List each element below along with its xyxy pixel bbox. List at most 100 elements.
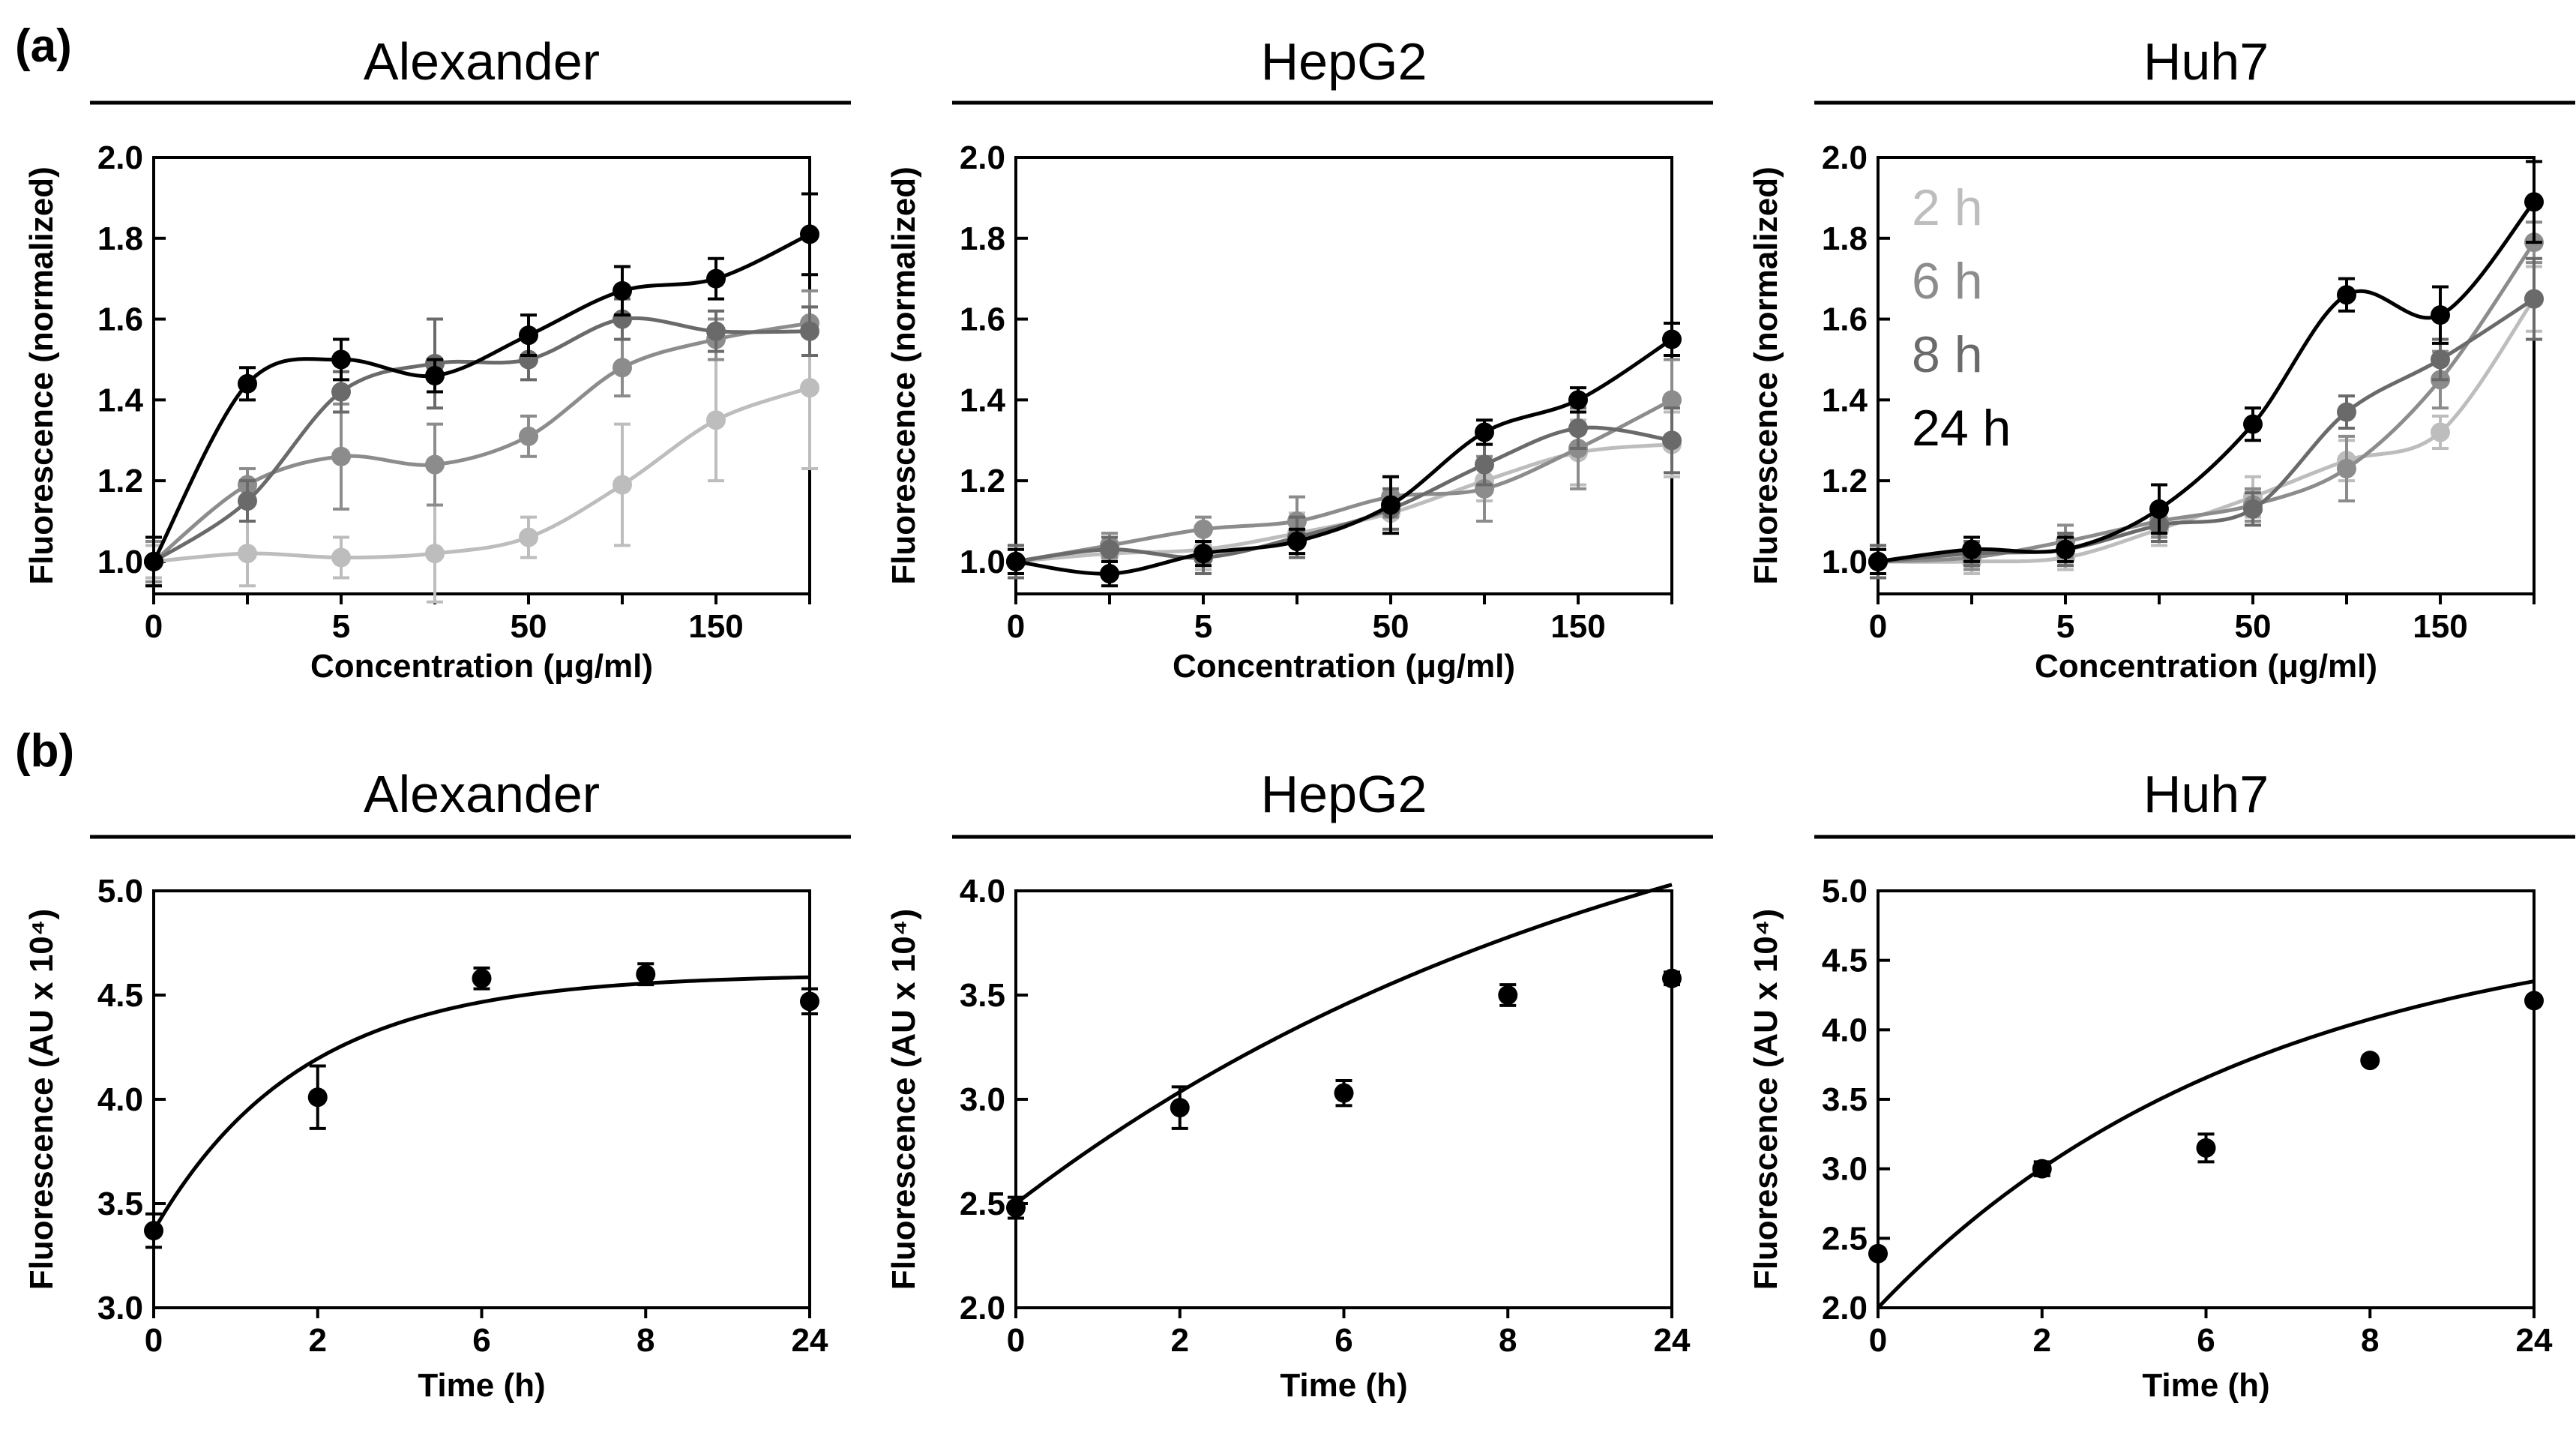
y-tick-label: 4.0: [960, 873, 1005, 910]
x-tick-label: 0: [1007, 1322, 1025, 1359]
y-axis-label: Fluorescence (normalized): [1748, 166, 1784, 584]
x-tick-label: 0: [145, 1322, 163, 1359]
x-tick-label: 6: [2197, 1322, 2215, 1359]
x-tick-label: 5: [1194, 608, 1212, 645]
data-point: [1170, 1098, 1190, 1118]
fit-curve: [1014, 883, 1673, 1205]
data-point: [706, 321, 726, 341]
y-tick-label: 2.0: [97, 139, 143, 176]
data-point: [1662, 430, 1682, 451]
y-tick-label: 1.0: [960, 544, 1005, 580]
legend-entry: 24 h: [1912, 400, 2011, 457]
data-point: [2337, 402, 2356, 422]
y-tick-label: 2.5: [1822, 1220, 1868, 1257]
y-tick-label: 1.2: [960, 463, 1005, 499]
data-point: [2431, 349, 2450, 370]
data-point: [1568, 418, 1588, 439]
y-tick-label: 4.5: [1822, 943, 1868, 979]
x-axis-label: Concentration (μg/ml): [1173, 648, 1515, 685]
y-tick-label: 2.5: [960, 1186, 1005, 1222]
data-point: [2524, 192, 2544, 212]
data-point: [1006, 551, 1026, 571]
y-tick-label: 4.5: [97, 977, 143, 1014]
y-tick-label: 3.0: [960, 1081, 1005, 1118]
y-tick-label: 2.0: [960, 139, 1005, 176]
y-tick-label: 2.0: [1822, 1290, 1868, 1327]
y-tick-label: 3.5: [97, 1186, 143, 1222]
legend-entry: 8 h: [1912, 326, 1983, 383]
y-tick-label: 1.0: [1822, 544, 1868, 580]
data-point: [1662, 329, 1682, 349]
x-tick-label: 5: [2056, 608, 2074, 645]
series-24-h: [1868, 160, 2544, 576]
x-tick-label: 150: [688, 608, 743, 645]
data-point: [2337, 285, 2356, 305]
data-point: [425, 366, 445, 385]
x-tick-label: 0: [145, 608, 163, 645]
chart-b3: Huh7 2.0 2.5 3.0 3.5 4.0 4.5 5.0 0 2 6 8 24 Time (h) F…: [1748, 765, 2575, 1404]
x-axis-label: Time (h): [1280, 1367, 1407, 1404]
fit-curve: [151, 975, 810, 1232]
legend-entry: 6 h: [1912, 253, 1983, 310]
x-axis-label: Concentration (μg/ml): [2035, 648, 2377, 685]
data-point: [1194, 544, 1213, 564]
y-tick-label: 1.4: [97, 382, 144, 418]
y-tick-label: 3.0: [97, 1290, 143, 1327]
x-tick-label: 2: [309, 1322, 327, 1359]
x-tick-label: 6: [472, 1322, 490, 1359]
data-point: [2524, 289, 2544, 309]
x-tick-label: 150: [2413, 608, 2467, 645]
data-point: [1868, 551, 1888, 571]
data-point: [2056, 539, 2075, 559]
data-point: [1287, 531, 1307, 551]
chart-title: Huh7: [2143, 765, 2269, 823]
data-point: [519, 426, 538, 446]
data-point: [706, 268, 726, 289]
x-tick-label: 2: [1171, 1322, 1189, 1359]
data-point: [2196, 1138, 2216, 1158]
data-point: [1498, 985, 1518, 1005]
data-point: [1334, 1083, 1354, 1103]
x-tick-label: 24: [1654, 1322, 1691, 1359]
data-point: [238, 373, 257, 394]
data-point: [800, 991, 819, 1012]
data-point: [425, 544, 445, 564]
y-tick-label: 1.8: [960, 220, 1005, 257]
x-tick-label: 2: [2033, 1322, 2051, 1359]
chart-b2: HepG2 2.0 2.5 3.0 3.5 4.0 0 2 6 8 24 Time (h) Fluore…: [885, 765, 1713, 1404]
data-point: [2243, 499, 2263, 519]
data-point: [1475, 422, 1494, 442]
legend-entry: 2 h: [1912, 179, 1983, 236]
series-line: [1015, 398, 1673, 564]
x-tick-label: 8: [637, 1322, 654, 1359]
x-axis-label: Concentration (μg/ml): [310, 648, 653, 685]
y-tick-label: 1.6: [97, 301, 143, 338]
data-point: [1568, 390, 1588, 410]
data-point: [613, 358, 632, 378]
data-point: [2524, 991, 2544, 1011]
chart-a1: Alexander 1.0 1.2 1.4 1.6 1.8 2.0 0 5 50 150 Concen…: [23, 32, 851, 685]
y-tick-label: 1.4: [1822, 382, 1868, 418]
x-axis-label: Time (h): [418, 1367, 545, 1404]
data-point: [144, 1221, 163, 1241]
chart-b1: Alexander 3.0 3.5 4.0 4.5 5.0 0 2 6 8 24 Time (h) Fl…: [23, 765, 851, 1404]
chart-a3: Huh7 1.0 1.2 1.4 1.6 1.8 2.0 0 5 50 150 Concentrati…: [1748, 32, 2575, 685]
x-tick-label: 50: [511, 608, 547, 645]
data-point: [144, 551, 163, 571]
y-tick-label: 3.0: [1822, 1151, 1868, 1188]
plot-frame: [1877, 889, 2536, 1309]
data-point: [800, 321, 819, 341]
data-point: [800, 378, 819, 398]
data-point: [519, 325, 538, 346]
x-tick-label: 8: [2361, 1322, 2379, 1359]
data-point: [472, 968, 492, 988]
y-tick-label: 1.2: [1822, 463, 1868, 499]
data-point: [706, 410, 726, 430]
data-point: [1475, 454, 1494, 475]
y-tick-label: 5.0: [97, 873, 143, 910]
x-tick-label: 5: [332, 608, 350, 645]
data-point: [1381, 495, 1400, 515]
y-axis-label: Fluorescence (normalized): [885, 166, 922, 584]
